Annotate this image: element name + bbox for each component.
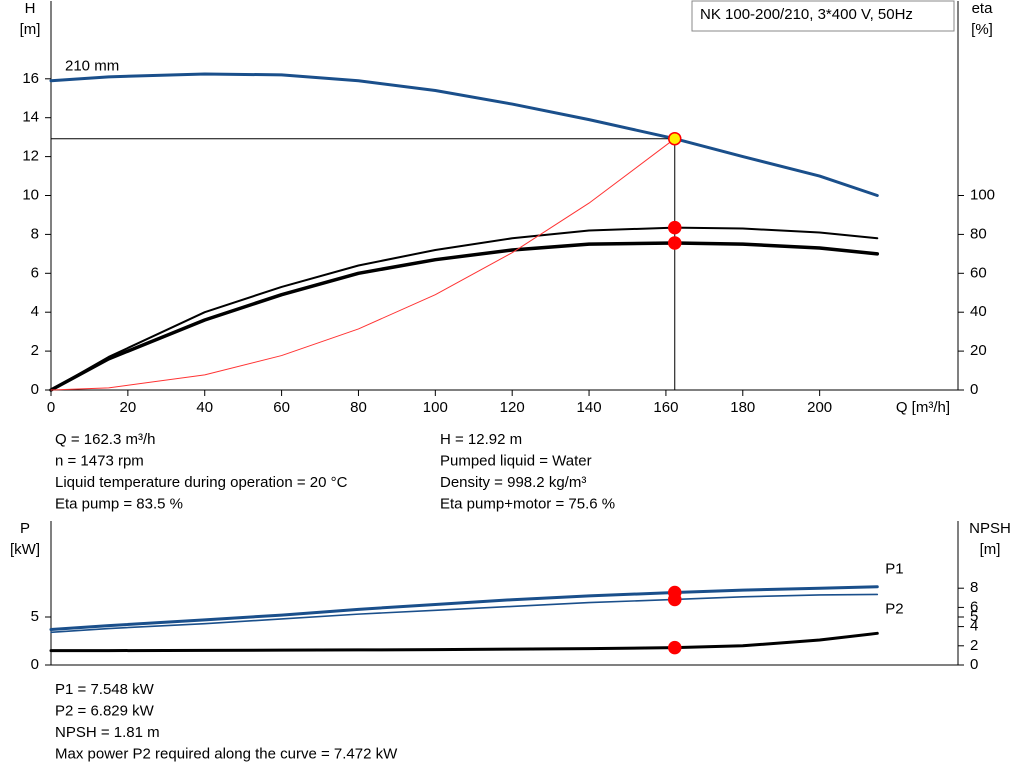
x-tick-label: 40 [196, 399, 213, 416]
y-axis-label: H [25, 0, 36, 17]
y2-tick-label: 40 [970, 303, 987, 320]
info-text: Q = 162.3 m³/h [55, 431, 155, 448]
y2-tick-label: 6 [970, 598, 978, 615]
operating-point [668, 640, 682, 655]
info-text: n = 1473 rpm [55, 452, 144, 469]
operating-point [668, 220, 682, 235]
y-tick-label: 14 [22, 109, 39, 126]
info-text: Density = 998.2 kg/m³ [440, 474, 586, 491]
info-text: Max power P2 required along the curve = … [55, 745, 398, 762]
series-label: P1 [885, 561, 903, 578]
x-axis-label: Q [m³/h] [896, 399, 950, 416]
y2-tick-label: 5 [970, 608, 978, 625]
y-tick-label: 2 [31, 342, 39, 359]
y-axis-label: [kW] [10, 541, 40, 558]
info-text: Eta pump+motor = 75.6 % [440, 495, 615, 512]
y-tick-label: 0 [31, 656, 39, 673]
y-tick-label: 5 [31, 608, 39, 625]
y2-tick-label: 0 [970, 381, 978, 398]
y-axis-label: [m] [20, 21, 41, 38]
y2-tick-label: 60 [970, 264, 987, 281]
y-tick-label: 10 [22, 186, 39, 203]
x-tick-label: 140 [577, 399, 602, 416]
y-axis-label: P [20, 520, 30, 537]
y-tick-label: 12 [22, 148, 39, 165]
info-text: H = 12.92 m [440, 431, 522, 448]
operating-point [668, 131, 682, 146]
x-tick-label: 200 [807, 399, 832, 416]
y2-tick-label: 8 [970, 579, 978, 596]
y2-tick-label: 4 [970, 618, 978, 635]
info-text: P2 = 6.829 kW [55, 702, 155, 719]
y-tick-label: 8 [31, 225, 39, 242]
x-tick-label: 80 [350, 399, 367, 416]
operating-point [668, 592, 682, 607]
curve [49, 631, 879, 653]
x-tick-label: 60 [273, 399, 290, 416]
info-text: Pumped liquid = Water [440, 452, 592, 469]
y2-tick-label: 20 [970, 342, 987, 359]
x-tick-label: 20 [120, 399, 137, 416]
y-tick-label: 16 [22, 70, 39, 87]
x-tick-label: 100 [423, 399, 448, 416]
y2-axis-label: [%] [971, 21, 993, 38]
y2-tick-label: 80 [970, 225, 987, 242]
curve [50, 138, 676, 391]
x-tick-label: 180 [730, 399, 755, 416]
operating-point [668, 236, 682, 250]
curve [50, 226, 879, 391]
series-label: P2 [885, 600, 903, 617]
x-tick-label: 0 [47, 399, 55, 416]
y2-axis-label: eta [972, 0, 994, 17]
series-label: 210 mm [65, 58, 119, 75]
y-tick-label: 4 [31, 303, 39, 320]
y2-tick-label: 100 [970, 186, 995, 203]
curve [49, 585, 879, 631]
y-tick-label: 0 [31, 381, 39, 398]
info-text: Liquid temperature during operation = 20… [55, 474, 348, 491]
curve [49, 72, 879, 197]
x-tick-label: 120 [500, 399, 525, 416]
curve [50, 593, 879, 634]
title-box [691, 0, 955, 32]
info-text: Eta pump = 83.5 % [55, 495, 183, 512]
info-text: NPSH = 1.81 m [55, 724, 160, 741]
y-tick-label: 6 [31, 264, 39, 281]
y2-axis-label: NPSH [969, 520, 1011, 537]
x-tick-label: 160 [653, 399, 678, 416]
y2-tick-label: 0 [970, 656, 978, 673]
info-text: P1 = 7.548 kW [55, 681, 155, 698]
y2-tick-label: 2 [970, 637, 978, 654]
chart-title: NK 100-200/210, 3*400 V, 50Hz [700, 6, 913, 23]
curve [49, 241, 880, 392]
y2-axis-label: [m] [980, 541, 1001, 558]
